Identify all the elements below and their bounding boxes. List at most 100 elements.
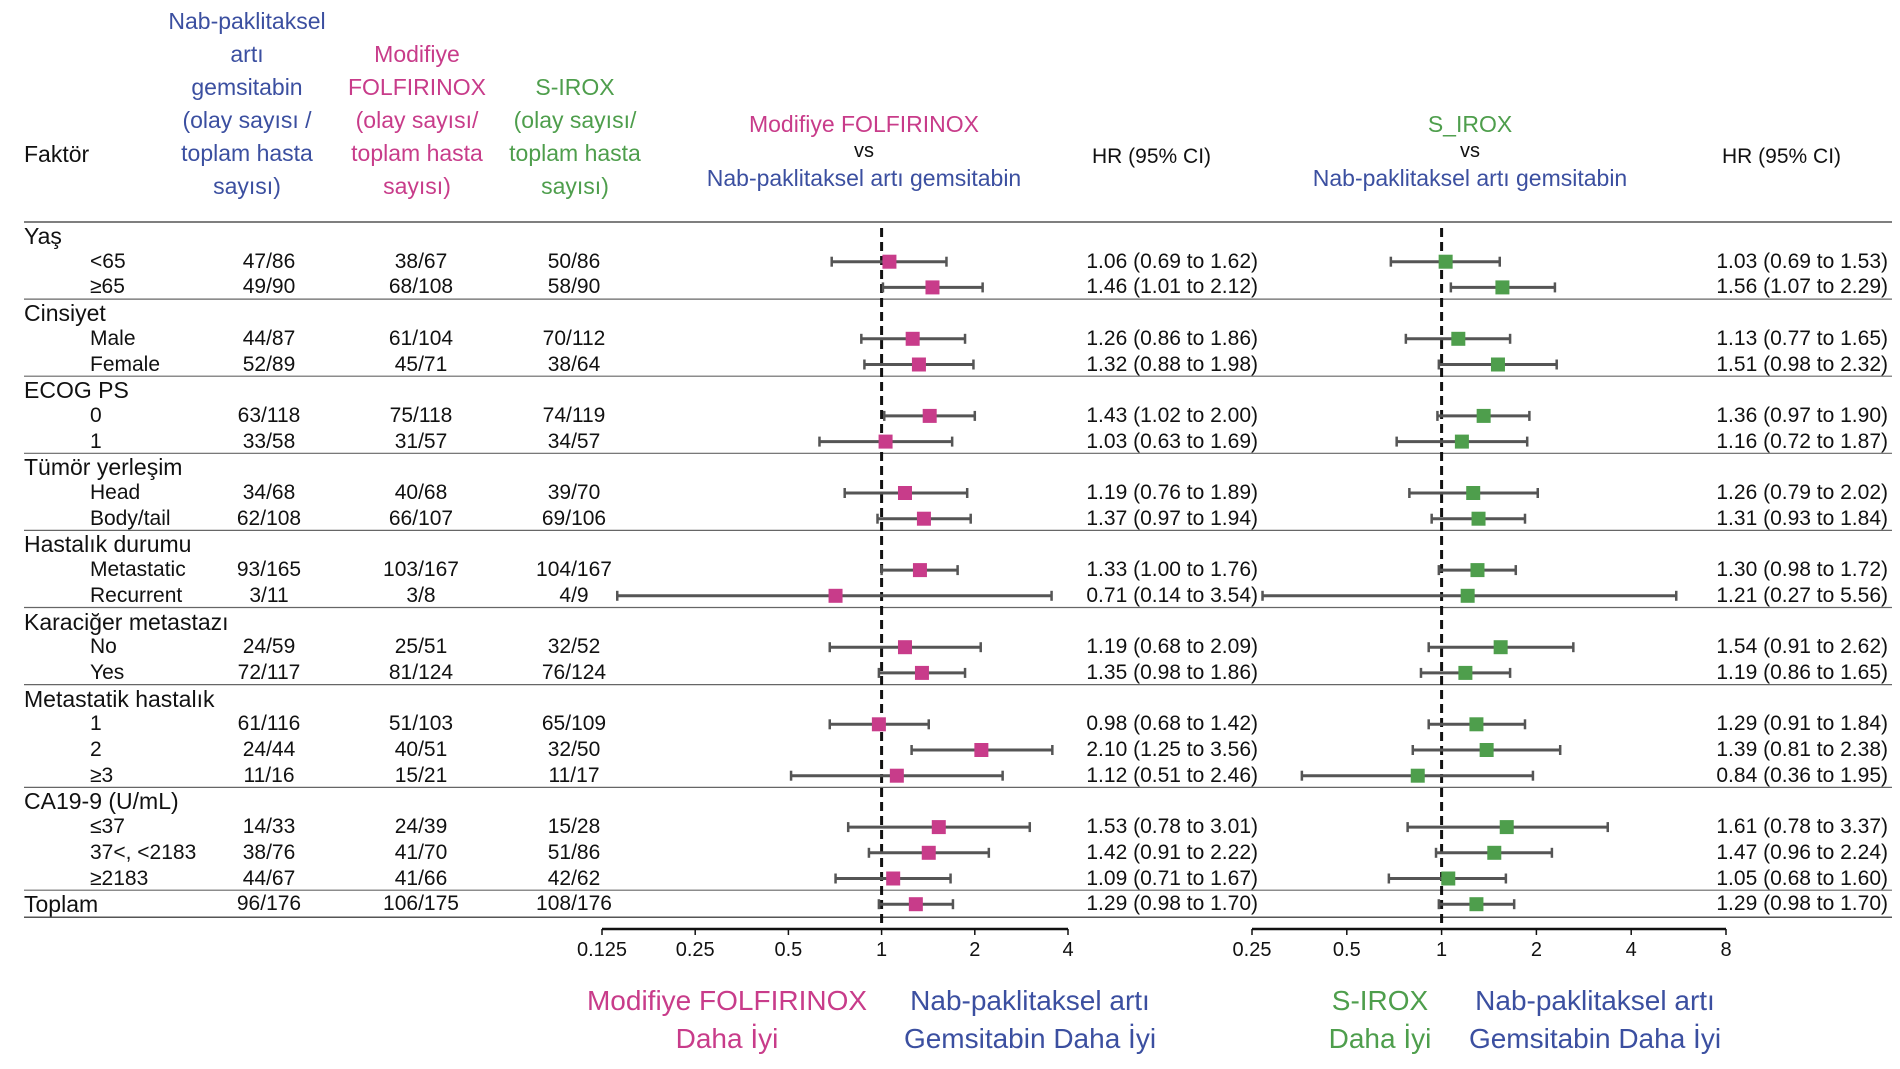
hr-point xyxy=(1490,357,1505,372)
x-tick-label: 0.5 xyxy=(774,939,802,961)
hr-sirox-value: 1.30 (0.98 to 1.72) xyxy=(1716,558,1888,582)
x-tick-label: 8 xyxy=(1720,939,1731,961)
x-tick-label: 0.5 xyxy=(1333,939,1361,961)
hr-mfol-value: 1.09 (0.71 to 1.67) xyxy=(1086,866,1258,890)
hr-sirox-value: 1.61 (0.78 to 3.37) xyxy=(1716,815,1888,839)
hr-point xyxy=(1451,331,1466,346)
nab-events: 47/86 xyxy=(242,249,296,273)
hr-point xyxy=(1458,665,1473,680)
hr-point xyxy=(1479,743,1494,757)
mfol-events: 15/21 xyxy=(394,763,448,787)
x-tick-label: 1 xyxy=(876,939,887,961)
sirox-events: 58/90 xyxy=(547,275,601,299)
hr-sirox-value: 1.21 (0.27 to 5.56) xyxy=(1716,583,1888,607)
right-plot-title-line: Nab-paklitaksel artı gemsitabin xyxy=(1312,165,1628,191)
favors-label-line: Nab-paklitaksel artı xyxy=(1475,985,1715,1016)
hr-mfol-value: 1.19 (0.76 to 1.89) xyxy=(1086,481,1258,504)
sirox-events: 51/86 xyxy=(547,840,601,864)
group-label: Hastalık durumu xyxy=(24,531,192,558)
hr-point xyxy=(1495,280,1510,295)
hr-mfol-value: 1.19 (0.68 to 2.09) xyxy=(1086,635,1258,659)
mfol-header-line: FOLFIRINOX xyxy=(347,74,486,100)
favors-label-line: Daha İyi xyxy=(1328,1023,1432,1054)
sirox-events: 108/176 xyxy=(536,892,612,916)
x-tick-label: 2 xyxy=(969,939,980,961)
group-label: CA19-9 (U/mL) xyxy=(24,788,179,815)
hr-mfol-value: 1.53 (0.78 to 3.01) xyxy=(1086,815,1258,839)
hr-mfol-value: 1.32 (0.88 to 1.98) xyxy=(1086,352,1258,376)
hr-mfol-value: 1.26 (0.86 to 1.86) xyxy=(1086,326,1258,350)
hr-sirox-value: 1.26 (0.79 to 2.02) xyxy=(1716,481,1888,504)
hr-right-header: HR (95% CI) xyxy=(1722,145,1842,168)
sirox-events: 70/112 xyxy=(542,326,606,350)
subgroup-label: 1 xyxy=(90,712,102,736)
right-plot-title-line: S_IROX xyxy=(1427,111,1513,137)
hr-mfol-value: 1.43 (1.02 to 2.00) xyxy=(1086,403,1258,427)
group-label: Metastatik hastalık xyxy=(24,685,215,712)
sirox-events: 38/64 xyxy=(547,352,601,376)
hr-point xyxy=(886,871,901,886)
hr-sirox-value: 1.13 (0.77 to 1.65) xyxy=(1716,326,1888,350)
hr-point xyxy=(1487,845,1502,860)
right-plot-title-vs: vs xyxy=(1460,140,1480,162)
hr-mfol-value: 0.98 (0.68 to 1.42) xyxy=(1086,712,1258,736)
mfol-events: 51/103 xyxy=(388,712,454,736)
hr-sirox-value: 1.05 (0.68 to 1.60) xyxy=(1716,866,1888,890)
mfol-events: 81/124 xyxy=(388,660,454,684)
nab-events: 24/44 xyxy=(242,738,296,761)
hr-point xyxy=(914,665,929,680)
mfol-events: 66/107 xyxy=(388,506,454,530)
hr-sirox-value: 1.39 (0.81 to 2.38) xyxy=(1716,738,1888,761)
hr-point xyxy=(1454,434,1469,449)
hr-sirox-value: 1.47 (0.96 to 2.24) xyxy=(1716,840,1888,864)
nab-events: 61/116 xyxy=(237,712,301,736)
nab-events: 44/67 xyxy=(242,866,296,890)
hr-mfol-value: 1.03 (0.63 to 1.69) xyxy=(1086,429,1258,453)
subgroup-label: ≤37 xyxy=(90,815,125,839)
sirox-events: 74/119 xyxy=(542,403,606,427)
sirox-events: 42/62 xyxy=(547,866,601,890)
nab-events: 24/59 xyxy=(242,635,296,659)
mfol-events: 61/104 xyxy=(388,326,454,350)
left-plot-title: Modifiye FOLFIRINOX vs Nab-paklitaksel a… xyxy=(660,111,1068,192)
hr-point xyxy=(897,640,912,655)
x-tick-label: 0.25 xyxy=(676,939,715,961)
hr-sirox-value: 1.36 (0.97 to 1.90) xyxy=(1716,403,1888,427)
hr-sirox-value: 1.31 (0.93 to 1.84) xyxy=(1716,506,1888,530)
nab-events: 93/165 xyxy=(236,558,302,582)
hr-point xyxy=(897,486,912,500)
nab-column-header: Nab-paklitaksel artı gemsitabin (olay sa… xyxy=(166,5,328,203)
hr-point xyxy=(974,743,989,757)
mfol-events: 103/167 xyxy=(383,558,459,582)
hr-point xyxy=(921,845,936,860)
subgroup-label: ≥3 xyxy=(90,763,114,787)
left-plot-title-line: Modifiye FOLFIRINOX xyxy=(748,111,980,137)
hr-sirox-value: 1.51 (0.98 to 2.32) xyxy=(1716,352,1888,376)
mfol-events: 40/51 xyxy=(394,738,448,761)
x-tick-label: 4 xyxy=(1626,939,1637,961)
mfol-events: 45/71 xyxy=(394,352,448,376)
sirox-events: 34/57 xyxy=(547,429,601,453)
sirox-events: 76/124 xyxy=(541,660,607,684)
hr-sirox-value: 1.29 (0.91 to 1.84) xyxy=(1716,712,1888,736)
x-tick-label: 1 xyxy=(1436,939,1447,961)
sirox-header-line: sayısı) xyxy=(541,173,609,199)
sirox-events: 4/9 xyxy=(559,583,589,607)
favors-label-line: Daha İyi xyxy=(675,1023,779,1054)
nab-events: 49/90 xyxy=(242,275,296,299)
hr-sirox-value: 1.16 (0.72 to 1.87) xyxy=(1716,429,1888,453)
subgroup-label: Metastatic xyxy=(90,558,186,582)
mfol-events: 106/175 xyxy=(383,892,459,916)
hr-left-header: HR (95% CI) xyxy=(1092,145,1212,168)
right-favors-nab: Nab-paklitaksel artı Gemsitabin Daha İyi xyxy=(1445,982,1745,1058)
hr-point xyxy=(1499,820,1514,835)
nab-events: 62/108 xyxy=(236,506,302,530)
sirox-events: 32/52 xyxy=(547,635,601,659)
mfol-header-line: (olay sayısı/ xyxy=(355,107,479,133)
hr-point xyxy=(911,357,926,372)
nab-events: 3/11 xyxy=(249,583,289,607)
hr-point xyxy=(878,434,893,449)
mfol-events: 40/68 xyxy=(394,481,448,504)
right-plot-title: S_IROX vs Nab-paklitaksel artı gemsitabi… xyxy=(1260,111,1680,192)
hr-mfol-value: 1.35 (0.98 to 1.86) xyxy=(1086,660,1258,684)
